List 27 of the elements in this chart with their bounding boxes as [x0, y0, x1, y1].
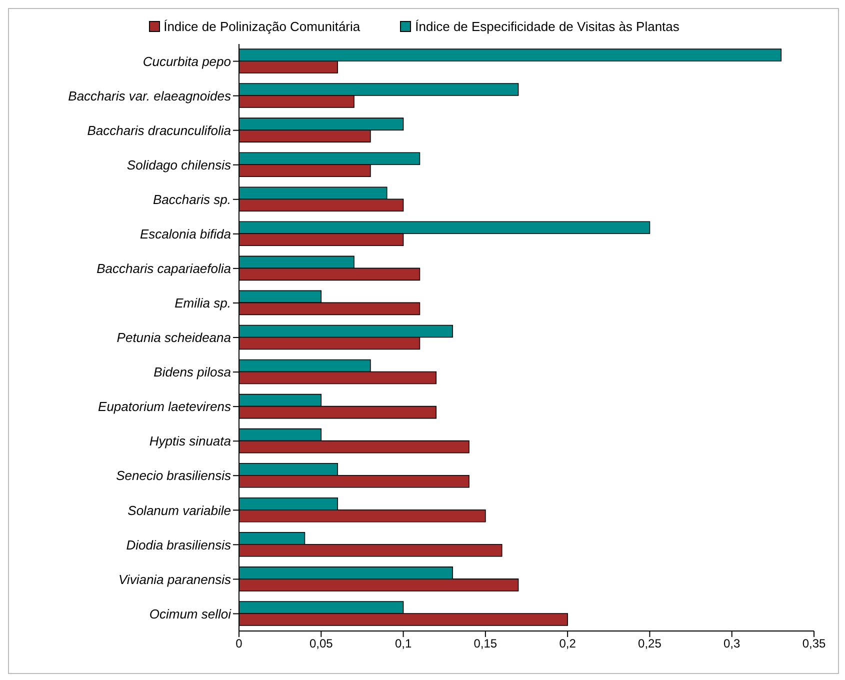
y-tick-label: Eupatorium laetevirens [98, 399, 232, 414]
y-tick-label: Petunia scheideana [116, 330, 231, 346]
x-tick-label: 0,3 [724, 636, 741, 651]
x-tick-label: 0,05 [309, 636, 334, 651]
y-tick-label: Senecio brasiliensis [116, 468, 232, 484]
x-tick-label: 0,35 [802, 636, 826, 651]
y-tick-label: Cucurbita pepo [142, 54, 231, 69]
y-tick-label: Solidago chilensis [126, 157, 232, 172]
y-tick-label: Solanum variabile [128, 502, 231, 518]
y-tick-label: Ocimum selloi [149, 606, 232, 622]
y-tick-label: Baccharis var. elaeagnoides [68, 88, 232, 104]
y-tick-label: Baccharis sp. [152, 192, 231, 207]
x-tick-label: 0,2 [559, 636, 576, 651]
x-tick-label: 0 [236, 636, 243, 651]
y-tick-label: Emilia sp. [174, 296, 231, 311]
x-tick-label: 0,25 [638, 636, 662, 651]
y-tick-label: Bidens pilosa [154, 364, 231, 380]
y-tick-label: Escalonia bifida [140, 226, 231, 242]
y-tick-label: Hyptis sinuata [149, 434, 231, 449]
legend-label: Índice de Especificidade de Visitas às Plantas [414, 19, 680, 34]
y-tick-label: Viviania paranensis [118, 572, 232, 587]
y-tick-label: Baccharis dracunculifolia [87, 122, 231, 138]
y-tick-label: Baccharis capariaefolia [96, 261, 231, 276]
x-tick-label: 0,15 [474, 636, 498, 651]
y-tick-label: Diodia brasiliensis [126, 537, 232, 552]
x-tick-label: 0,1 [394, 636, 412, 651]
legend-label: Índice de Polinização Comunitária [162, 19, 360, 34]
